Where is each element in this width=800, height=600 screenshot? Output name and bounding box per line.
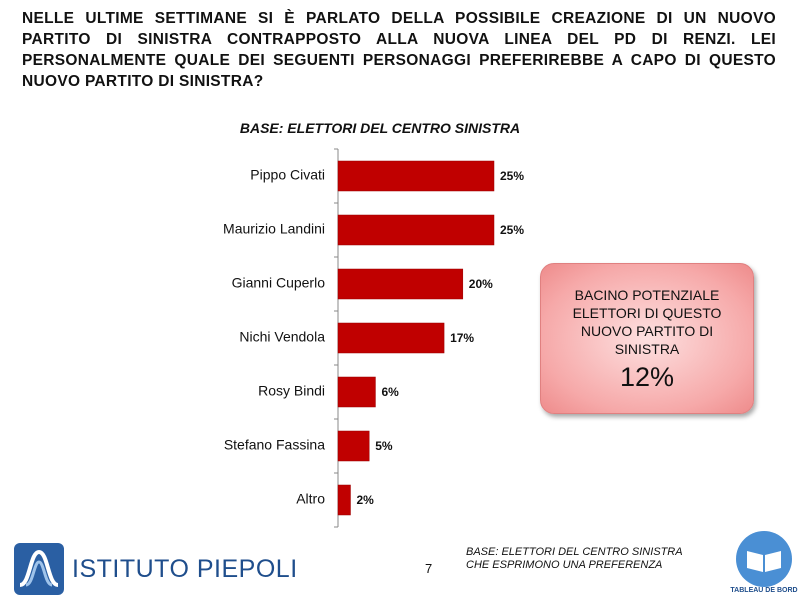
category-label: Maurizio Landini xyxy=(223,221,325,237)
page-number: 7 xyxy=(425,561,433,576)
bar xyxy=(337,214,495,246)
footer-note: BASE: ELETTORI DEL CENTRO SINISTRA CHE E… xyxy=(466,546,683,572)
bar xyxy=(337,160,495,192)
logo-text: ISTITUTO PIEPOLI xyxy=(72,555,298,583)
callout-box: BACINO POTENZIALE ELETTORI DI QUESTO NUO… xyxy=(540,263,754,414)
value-label: 17% xyxy=(450,331,474,345)
category-label: Pippo Civati xyxy=(250,167,325,183)
bar xyxy=(337,268,464,300)
bar xyxy=(337,376,376,408)
value-label: 2% xyxy=(356,493,374,507)
callout-value: 12% xyxy=(619,362,675,392)
badge-text: TABLEAU DE BORD xyxy=(730,587,798,594)
category-label: Rosy Bindi xyxy=(258,383,325,399)
bar xyxy=(337,430,370,462)
callout-text: BACINO POTENZIALE ELETTORI DI QUESTO NUO… xyxy=(572,287,722,357)
category-label: Stefano Fassina xyxy=(224,437,325,453)
category-label: Altro xyxy=(296,491,325,507)
bar xyxy=(337,322,445,354)
note-line: CHE ESPRIMONO UNA PREFERENZA xyxy=(466,559,663,571)
question-title: NELLE ULTIME SETTIMANE SI È PARLATO DELL… xyxy=(22,10,776,90)
category-label: Gianni Cuperlo xyxy=(232,275,326,291)
bar xyxy=(337,484,351,516)
logo-icon xyxy=(14,543,64,595)
value-label: 25% xyxy=(500,169,524,183)
note-line: BASE: ELETTORI DEL CENTRO SINISTRA xyxy=(466,546,683,558)
value-label: 25% xyxy=(500,223,524,237)
value-label: 20% xyxy=(469,277,493,291)
value-label: 5% xyxy=(375,439,393,453)
badge-icon xyxy=(736,531,792,587)
chart-subtitle: BASE: ELETTORI DEL CENTRO SINISTRA xyxy=(239,120,521,136)
value-label: 6% xyxy=(381,385,399,399)
category-label: Nichi Vendola xyxy=(239,329,325,345)
